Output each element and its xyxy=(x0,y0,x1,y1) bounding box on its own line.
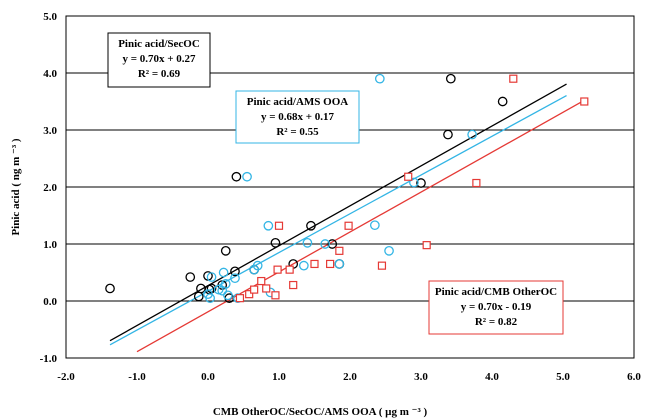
x-tick-label: 5.0 xyxy=(556,371,570,383)
data-point-series-3 xyxy=(257,276,266,286)
y-tick-label: -1.0 xyxy=(40,353,58,365)
equation-box-frame xyxy=(428,280,564,335)
y-tick-label: 0.0 xyxy=(43,296,57,308)
equation-box-3: Pinic acid/CMB OtherOC y = 0.70x - 0.19 R²… xyxy=(428,280,564,335)
plot-frame xyxy=(65,15,635,359)
data-point-series-3 xyxy=(235,294,245,303)
data-point-series-1 xyxy=(416,178,426,188)
data-point-series-2 xyxy=(320,239,330,249)
data-point-series-2 xyxy=(263,220,274,231)
x-axis-label: CMB OtherOC/SecOC/AMS OOA ( µg m ⁻³ ) xyxy=(213,406,428,418)
equation-text: Pinic acid/CMB OtherOC xyxy=(435,286,557,298)
data-point-series-1 xyxy=(443,129,453,140)
data-point-series-1 xyxy=(105,283,115,294)
data-point-series-3 xyxy=(262,284,271,293)
equation-text: y = 0.70x - 0.19 xyxy=(461,301,532,313)
data-points xyxy=(105,73,589,303)
data-point-series-2 xyxy=(384,245,394,256)
y-axis-label: Pinic acid ( ng m ⁻³ ) xyxy=(10,138,22,235)
data-point-series-2 xyxy=(334,259,345,269)
data-point-series-3 xyxy=(273,265,282,274)
data-point-series-3 xyxy=(377,261,387,270)
data-point-series-3 xyxy=(335,246,344,255)
data-point-series-3 xyxy=(285,265,294,274)
x-tick-label: 3.0 xyxy=(414,371,428,383)
data-point-series-2 xyxy=(242,171,252,182)
x-tick-label: -1.0 xyxy=(128,371,146,383)
y-tick-label: 2.0 xyxy=(43,182,57,194)
equation-box-frame xyxy=(235,90,360,144)
x-tick-labels: -2.0 -1.0 0.0 1.0 2.0 3.0 4.0 5.0 6.0 xyxy=(57,371,641,383)
data-point-series-3 xyxy=(509,74,518,83)
y-tick-labels: -1.0 0.0 1.0 2.0 3.0 4.0 5.0 xyxy=(40,11,58,365)
equation-box-2: Pinic acid/AMS OOA y = 0.68x + 0.17 R² = 0… xyxy=(235,90,360,144)
equation-text: y = 0.68x + 0.17 xyxy=(261,111,335,123)
data-point-series-2 xyxy=(252,260,263,271)
data-point-series-2 xyxy=(409,177,419,188)
fit-line-series-2 xyxy=(109,95,567,346)
data-point-series-1 xyxy=(220,245,231,256)
equation-text: y = 0.70x + 0.27 xyxy=(122,53,196,65)
data-point-series-1 xyxy=(270,238,281,248)
data-point-series-2 xyxy=(230,273,240,284)
data-point-series-1 xyxy=(445,73,456,84)
data-point-series-3 xyxy=(245,290,254,299)
data-point-series-1 xyxy=(230,266,240,277)
data-point-series-3 xyxy=(274,221,284,230)
equation-box-1: Pinic acid/SecOC y = 0.70x + 0.27 R² = 0.6… xyxy=(107,32,211,88)
equation-text: R² = 0.69 xyxy=(138,68,181,80)
data-point-series-3 xyxy=(404,172,413,181)
equation-box-frame xyxy=(107,32,211,88)
data-point-series-2 xyxy=(374,73,385,84)
data-point-series-2 xyxy=(298,260,309,271)
data-point-series-3 xyxy=(250,285,259,294)
x-tick-label: 1.0 xyxy=(272,371,286,383)
regression-lines xyxy=(109,83,585,353)
data-point-series-3 xyxy=(326,259,335,269)
data-point-series-2 xyxy=(369,220,380,231)
equation-text: R² = 0.82 xyxy=(475,316,518,328)
data-point-series-2 xyxy=(302,238,313,248)
fit-line-series-3 xyxy=(136,99,585,353)
data-point-series-1 xyxy=(327,239,338,249)
equation-text: R² = 0.55 xyxy=(276,126,319,138)
data-point-series-1 xyxy=(497,96,508,107)
data-point-series-1 xyxy=(306,220,316,231)
data-point-series-3 xyxy=(472,178,481,188)
x-tick-label: 0.0 xyxy=(201,371,215,383)
data-point-series-2 xyxy=(220,279,231,289)
data-point-series-3 xyxy=(271,291,280,300)
fit-line-series-1 xyxy=(109,83,567,342)
data-point-series-2 xyxy=(467,129,477,140)
data-point-series-3 xyxy=(310,259,319,269)
equation-boxes: Pinic acid/SecOC y = 0.70x + 0.27 R² = 0.6… xyxy=(107,32,564,335)
data-point-series-3 xyxy=(344,221,353,230)
data-point-series-3 xyxy=(580,97,589,106)
equation-text: Pinic acid/SecOC xyxy=(118,38,200,50)
data-point-series-2 xyxy=(206,272,217,282)
x-tick-label: -2.0 xyxy=(57,371,75,383)
x-tick-label: 6.0 xyxy=(627,371,641,383)
data-point-series-3 xyxy=(422,241,431,250)
y-tick-label: 1.0 xyxy=(43,239,57,251)
data-point-series-1 xyxy=(185,272,196,282)
y-tick-label: 5.0 xyxy=(43,11,57,23)
data-point-series-2 xyxy=(218,267,229,278)
data-point-series-2 xyxy=(223,290,233,301)
y-tick-label: 3.0 xyxy=(43,125,57,137)
data-point-series-1 xyxy=(231,171,242,182)
y-tick-label: 4.0 xyxy=(43,68,57,80)
data-point-series-3 xyxy=(289,280,298,290)
x-tick-label: 2.0 xyxy=(343,371,357,383)
x-tick-label: 4.0 xyxy=(485,371,499,383)
equation-text: Pinic acid/AMS OOA xyxy=(247,96,349,108)
data-point-series-2 xyxy=(205,293,215,303)
